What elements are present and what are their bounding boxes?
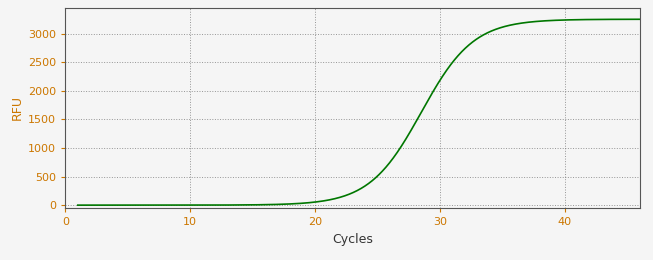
- Y-axis label: RFU: RFU: [11, 95, 24, 120]
- X-axis label: Cycles: Cycles: [332, 233, 373, 246]
